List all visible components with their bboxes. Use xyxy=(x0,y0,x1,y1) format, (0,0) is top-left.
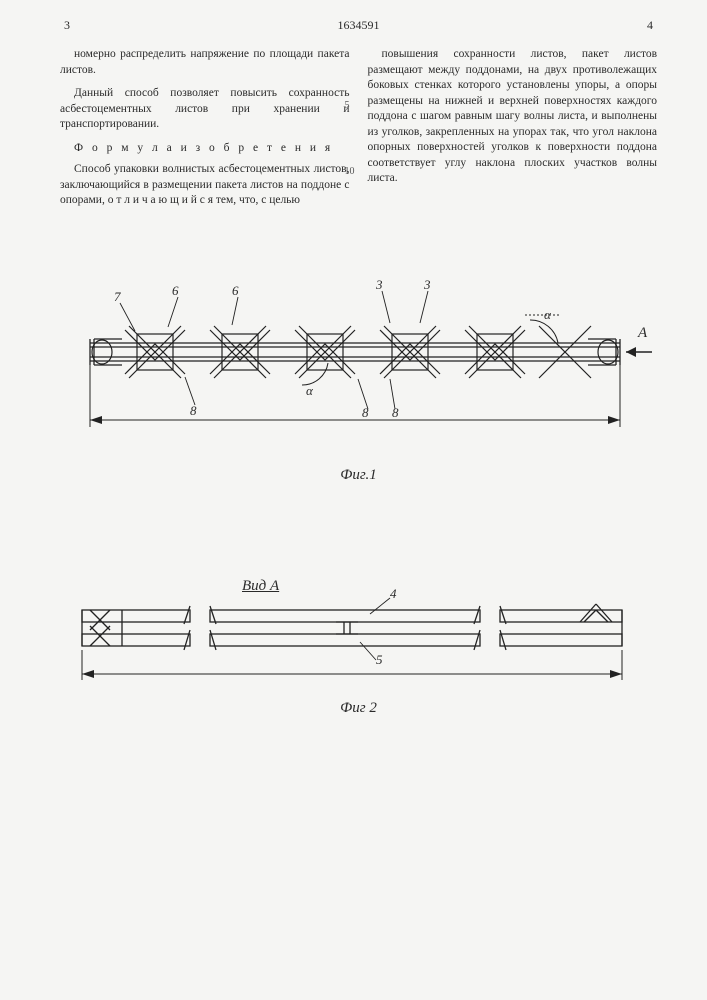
fig1-label-6b: 6 xyxy=(232,283,239,299)
line-marker-10: 10 xyxy=(345,165,355,179)
fig1-label-3a: 3 xyxy=(376,277,383,293)
para-l1: номерно распределить напряжение по площа… xyxy=(60,47,350,78)
line-marker-5: 5 xyxy=(345,99,350,113)
fig2-vid-label: Вид А xyxy=(242,578,279,595)
patent-number: 1634591 xyxy=(94,18,623,33)
para-l2: Данный способ позволяет повысить сохранн… xyxy=(60,86,350,133)
para-l3: Способ упаковки волнистых асбестоцементн… xyxy=(60,162,350,209)
figure-2: Вид А xyxy=(60,574,657,694)
page-header: 3 1634591 4 xyxy=(60,18,657,33)
para-r1: повышения сохранности листов, пакет лист… xyxy=(368,47,658,187)
fig2-label-5: 5 xyxy=(376,652,383,668)
figure-1: 7 6 6 3 3 α А 8 α 8 8 xyxy=(60,265,657,455)
formula-heading: Ф о р м у л а и з о б р е т е н и я xyxy=(60,141,350,157)
figure-1-area: 7 6 6 3 3 α А 8 α 8 8 Фиг.1 xyxy=(60,265,657,484)
fig1-label-alpha-tr: α xyxy=(544,307,551,323)
fig2-label-4: 4 xyxy=(390,586,397,602)
page-num-right: 4 xyxy=(623,18,653,33)
right-column: повышения сохранности листов, пакет лист… xyxy=(368,47,658,217)
fig1-label-3b: 3 xyxy=(424,277,431,293)
left-column: номерно распределить напряжение по площа… xyxy=(60,47,350,217)
figure-2-area: Вид А xyxy=(60,574,657,717)
fig1-caption: Фиг.1 xyxy=(60,467,657,484)
page-num-left: 3 xyxy=(64,18,94,33)
fig1-label-8c: 8 xyxy=(392,405,399,421)
fig2-caption: Фиг 2 xyxy=(60,700,657,717)
fig1-label-alpha-bl: α xyxy=(306,383,313,399)
fig1-label-8b: 8 xyxy=(362,405,369,421)
fig1-label-6a: 6 xyxy=(172,283,179,299)
fig1-label-arrowA: А xyxy=(638,325,647,342)
fig1-label-8a: 8 xyxy=(190,403,197,419)
fig1-label-7: 7 xyxy=(114,289,121,305)
body-columns: номерно распределить напряжение по площа… xyxy=(60,47,657,217)
